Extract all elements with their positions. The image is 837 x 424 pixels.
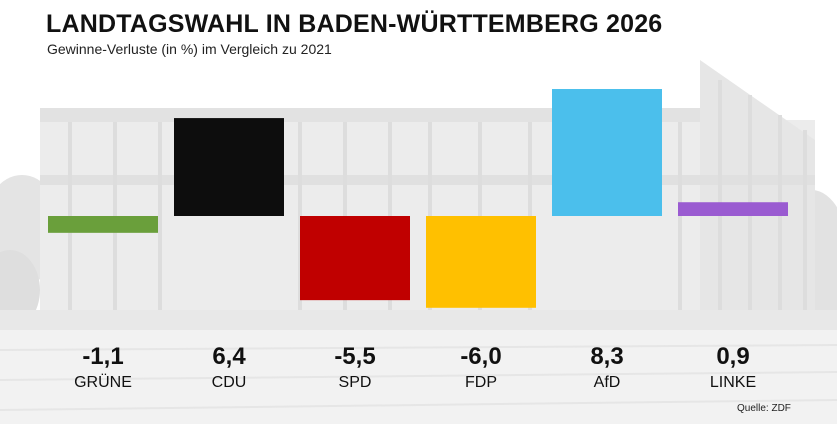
value-label-grne: -1,1 [82,343,123,370]
category-label-linke: LINKE [710,374,756,391]
category-label-grne: GRÜNE [74,373,132,391]
bar-cdu [174,118,284,216]
source-note: Quelle: ZDF [737,403,791,414]
bar-linke [678,202,788,216]
value-label-spd: -5,5 [334,343,375,370]
value-label-fdp: -6,0 [460,343,501,370]
value-label-afd: 8,3 [590,343,623,370]
chart-subtitle: Gewinne-Verluste (in %) im Vergleich zu … [47,41,332,57]
category-label-fdp: FDP [465,374,497,391]
category-label-spd: SPD [339,374,372,391]
value-label-linke: 0,9 [716,343,749,370]
bar-spd [300,216,410,301]
chart-title: LANDTAGSWAHL IN BADEN-WÜRTTEMBERG 2026 [46,10,663,38]
value-label-cdu: 6,4 [212,343,246,370]
category-label-afd: AfD [594,374,621,391]
bar-fdp [426,216,536,308]
bar-afd [552,89,662,216]
bar-grne [48,216,158,233]
category-label-cdu: CDU [212,374,247,391]
